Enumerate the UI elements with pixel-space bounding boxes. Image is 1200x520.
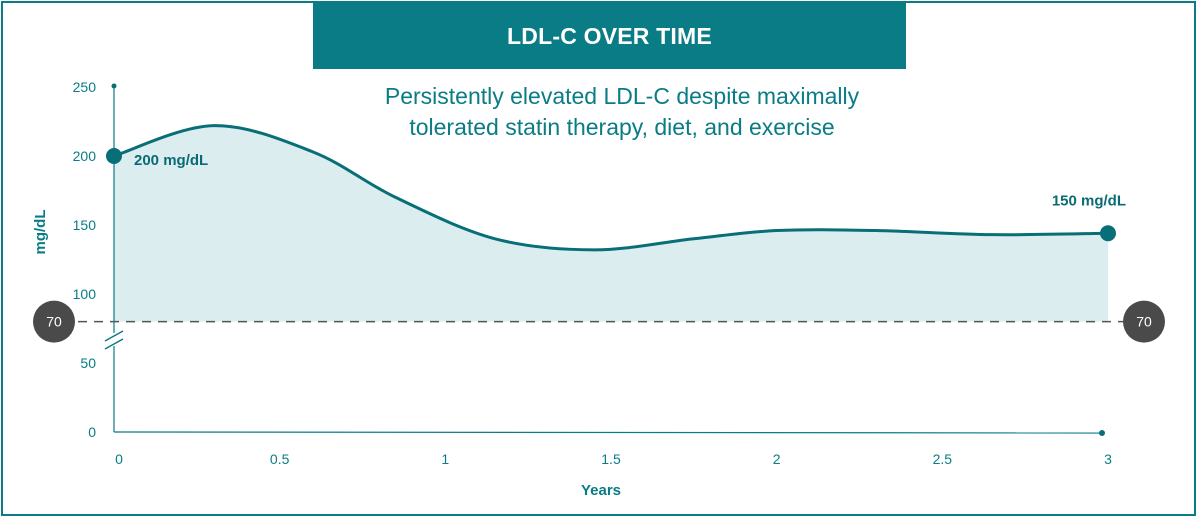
ldl-line [113,124,1109,252]
y-tick-label: 50 [80,355,96,371]
y-axis-end-dot [111,83,117,89]
y-tick-label: 100 [73,286,97,302]
axis-break-mark [104,338,124,350]
reference-badge [33,300,75,343]
y-tick-label: 150 [73,217,97,233]
x-tick-label: 0.5 [270,451,290,467]
axis-break-icon [104,330,124,350]
subtitle-line-1: Persistently elevated LDL-C despite maxi… [384,83,860,109]
x-tick-label: 1.5 [601,451,621,467]
x-axis-line [113,431,1103,434]
endpoint-markers: 200 mg/dL 150 mg/dL [106,148,1126,242]
reference-badge-label: 70 [1136,314,1152,330]
x-tick-label: 3 [1104,451,1112,467]
reference-badges: 70 70 [33,300,1165,343]
y-tick-labels: 0 50 100 150 200 250 [73,79,97,440]
x-tick-labels: 0 0.5 1 1.5 2 2.5 3 [115,451,1112,467]
reference-badge [1123,300,1165,343]
endpoint-label: 150 mg/dL [1052,192,1126,209]
ldl-area [114,125,1108,322]
y-axis-title: mg/dL [32,210,49,255]
subtitle-line-2: tolerated statin therapy, diet, and exer… [409,114,835,140]
y-tick-label: 200 [73,148,97,164]
endpoint-marker [106,148,122,164]
axis-break-mark [104,330,124,342]
x-tick-label: 2 [773,451,781,467]
chart-subtitle: Persistently elevated LDL-C despite maxi… [322,81,922,143]
y-tick-label: 250 [73,79,97,95]
x-axis-end-dot [1099,430,1105,436]
endpoint-marker [1100,225,1116,242]
reference-badge-label: 70 [46,314,62,330]
x-axis-title: Years [581,482,621,499]
chart-title: LDL-C OVER TIME [313,3,906,69]
x-tick-label: 0 [115,451,123,467]
endpoint-label: 200 mg/dL [134,152,208,169]
x-tick-label: 2.5 [933,451,953,467]
x-tick-label: 1 [441,451,449,467]
y-tick-label: 0 [88,424,96,440]
